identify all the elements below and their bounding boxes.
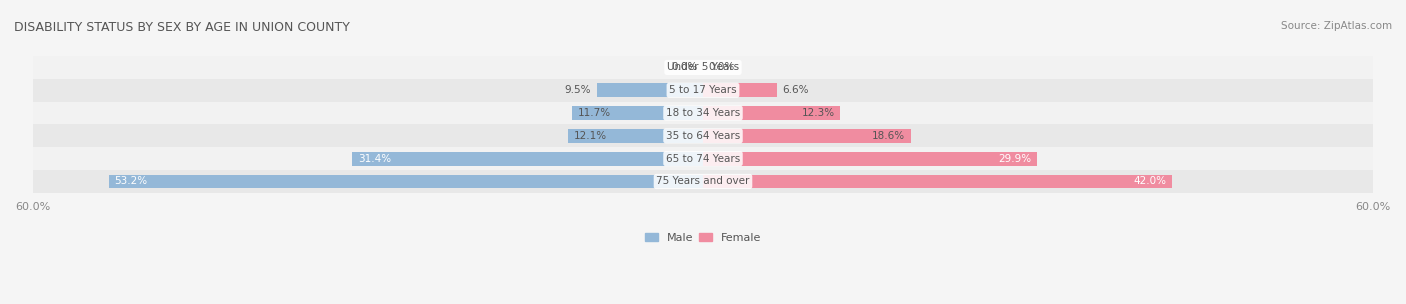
Bar: [703, 83, 776, 97]
Text: 11.7%: 11.7%: [578, 108, 612, 118]
Bar: [32, 56, 1374, 79]
Text: DISABILITY STATUS BY SEX BY AGE IN UNION COUNTY: DISABILITY STATUS BY SEX BY AGE IN UNION…: [14, 21, 350, 34]
Text: 12.1%: 12.1%: [574, 131, 606, 141]
Text: 0.0%: 0.0%: [671, 62, 697, 72]
Bar: [703, 106, 841, 120]
Bar: [32, 79, 1374, 102]
Text: 35 to 64 Years: 35 to 64 Years: [666, 131, 740, 141]
Text: 75 Years and over: 75 Years and over: [657, 176, 749, 186]
Text: 18.6%: 18.6%: [872, 131, 905, 141]
Bar: [703, 152, 1038, 165]
Bar: [703, 174, 1173, 188]
Text: 18 to 34 Years: 18 to 34 Years: [666, 108, 740, 118]
Bar: [568, 129, 703, 143]
Legend: Male, Female: Male, Female: [644, 233, 762, 243]
Bar: [598, 83, 703, 97]
Text: Under 5 Years: Under 5 Years: [666, 62, 740, 72]
Bar: [703, 129, 911, 143]
Text: 5 to 17 Years: 5 to 17 Years: [669, 85, 737, 95]
Text: 29.9%: 29.9%: [998, 154, 1032, 164]
Text: 31.4%: 31.4%: [357, 154, 391, 164]
Bar: [32, 124, 1374, 147]
Text: 9.5%: 9.5%: [565, 85, 592, 95]
Bar: [572, 106, 703, 120]
Text: Source: ZipAtlas.com: Source: ZipAtlas.com: [1281, 21, 1392, 31]
Text: 53.2%: 53.2%: [114, 176, 148, 186]
Text: 65 to 74 Years: 65 to 74 Years: [666, 154, 740, 164]
Bar: [108, 174, 703, 188]
Text: 6.6%: 6.6%: [782, 85, 808, 95]
Bar: [32, 102, 1374, 124]
Text: 12.3%: 12.3%: [801, 108, 835, 118]
Text: 42.0%: 42.0%: [1133, 176, 1167, 186]
Text: 0.0%: 0.0%: [709, 62, 735, 72]
Bar: [32, 147, 1374, 170]
Bar: [352, 152, 703, 165]
Bar: [32, 170, 1374, 193]
